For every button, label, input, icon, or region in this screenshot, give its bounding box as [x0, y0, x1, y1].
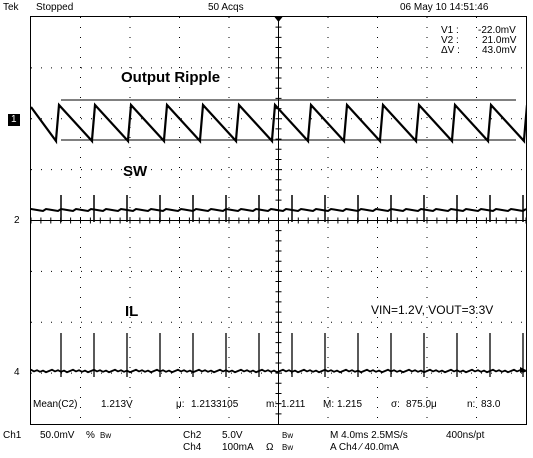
measurement-max-value: 1.215: [337, 399, 363, 410]
sample-interval: 400ns/pt: [446, 430, 485, 441]
measurement-n-value: 83.0: [481, 399, 501, 410]
ch1-bw: Bw: [100, 431, 112, 440]
trigger-setting: A Ch4 ⁄ 40.0mA: [330, 442, 399, 453]
ch2-scale: 5.0V: [222, 430, 243, 441]
il-trace: [31, 368, 526, 374]
ch4-coupling: Ω: [266, 442, 274, 453]
acquisition-count: 50 Acqs: [208, 2, 244, 13]
measurement-sigma-label: σ:: [391, 399, 400, 410]
ch2-bw: Bw: [282, 431, 294, 440]
ch4-marker: 4: [14, 367, 20, 378]
timebase: M 4.0ms 2.5MS/s: [330, 430, 408, 441]
ch1-marker: 1: [8, 114, 20, 126]
conditions-label: VIN=1.2V, VOUT=3.3V: [371, 303, 494, 317]
sw-trace: [31, 207, 526, 213]
sw-label: SW: [123, 163, 148, 180]
brand-label: Tek: [3, 2, 19, 13]
measurement-sigma-value: 875.0μ: [406, 399, 437, 410]
cursor-v1-value: -22.0mV: [478, 25, 516, 36]
cursor-v2-value: 21.0mV: [482, 35, 517, 46]
ripple-trace: [31, 102, 526, 145]
measurement-min-value: 1.211: [281, 399, 306, 410]
scope-display: V1 : -22.0mV V2 : 21.0mV ΔV : 43.0mV Out…: [30, 16, 527, 425]
ch4-scale: 100mA: [222, 442, 254, 453]
ch1-scale: 50.0mV: [40, 430, 75, 441]
cursor-v2-label: V2 :: [441, 35, 459, 46]
il-spikes: [60, 333, 524, 377]
ch1-coupling: %: [86, 430, 95, 441]
ch4-bw: Bw: [282, 443, 294, 452]
waveform-graticule: [31, 17, 526, 424]
measurement-mu-value: 1.2133105: [191, 399, 239, 410]
ch4-name: Ch4: [183, 442, 202, 453]
ch2-name: Ch2: [183, 430, 202, 441]
measurement-min-label: m:: [266, 399, 278, 410]
trigger-position-marker: [274, 17, 283, 22]
il-label: IL: [125, 303, 139, 320]
measurement-value: 1.213V: [101, 399, 133, 410]
cursor-v1-label: V1 :: [441, 25, 459, 36]
run-state: Stopped: [36, 2, 74, 13]
sw-spikes: [60, 195, 524, 222]
measurement-n-label: n:: [467, 399, 476, 410]
measurement-mu-label: μ:: [176, 399, 185, 410]
ch1-name: Ch1: [3, 430, 22, 441]
measurement-max-label: M:: [323, 399, 335, 410]
cursor-dv-label: ΔV :: [441, 45, 460, 56]
measurement-label: Mean(C2): [33, 399, 78, 410]
datetime: 06 May 10 14:51:46: [400, 2, 489, 13]
cursor-dv-value: 43.0mV: [482, 45, 517, 56]
ch2-marker: 2: [14, 215, 20, 226]
output-ripple-label: Output Ripple: [121, 69, 221, 86]
